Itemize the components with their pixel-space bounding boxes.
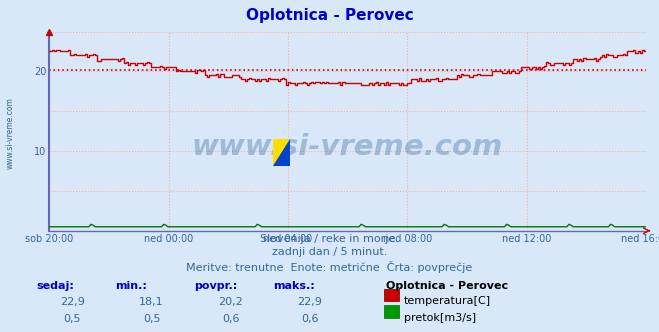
Text: Oplotnica - Perovec: Oplotnica - Perovec bbox=[386, 281, 507, 290]
Text: 0,6: 0,6 bbox=[301, 314, 318, 324]
Text: Slovenija / reke in morje.: Slovenija / reke in morje. bbox=[260, 234, 399, 244]
Text: temperatura[C]: temperatura[C] bbox=[404, 296, 491, 306]
Text: Meritve: trenutne  Enote: metrične  Črta: povprečje: Meritve: trenutne Enote: metrične Črta: … bbox=[186, 261, 473, 273]
Text: maks.:: maks.: bbox=[273, 281, 315, 290]
Text: pretok[m3/s]: pretok[m3/s] bbox=[404, 313, 476, 323]
Text: 22,9: 22,9 bbox=[60, 297, 85, 307]
Polygon shape bbox=[273, 139, 290, 166]
Text: min.:: min.: bbox=[115, 281, 147, 290]
Text: sedaj:: sedaj: bbox=[36, 281, 74, 290]
Text: povpr.:: povpr.: bbox=[194, 281, 238, 290]
Text: 0,5: 0,5 bbox=[64, 314, 81, 324]
Text: www.si-vreme.com: www.si-vreme.com bbox=[192, 133, 503, 161]
Text: 18,1: 18,1 bbox=[139, 297, 164, 307]
Text: 20,2: 20,2 bbox=[218, 297, 243, 307]
Text: www.si-vreme.com: www.si-vreme.com bbox=[5, 97, 14, 169]
Text: 22,9: 22,9 bbox=[297, 297, 322, 307]
Text: zadnji dan / 5 minut.: zadnji dan / 5 minut. bbox=[272, 247, 387, 257]
Polygon shape bbox=[273, 139, 290, 166]
Text: 0,5: 0,5 bbox=[143, 314, 160, 324]
Text: Oplotnica - Perovec: Oplotnica - Perovec bbox=[246, 8, 413, 23]
Text: 0,6: 0,6 bbox=[222, 314, 239, 324]
